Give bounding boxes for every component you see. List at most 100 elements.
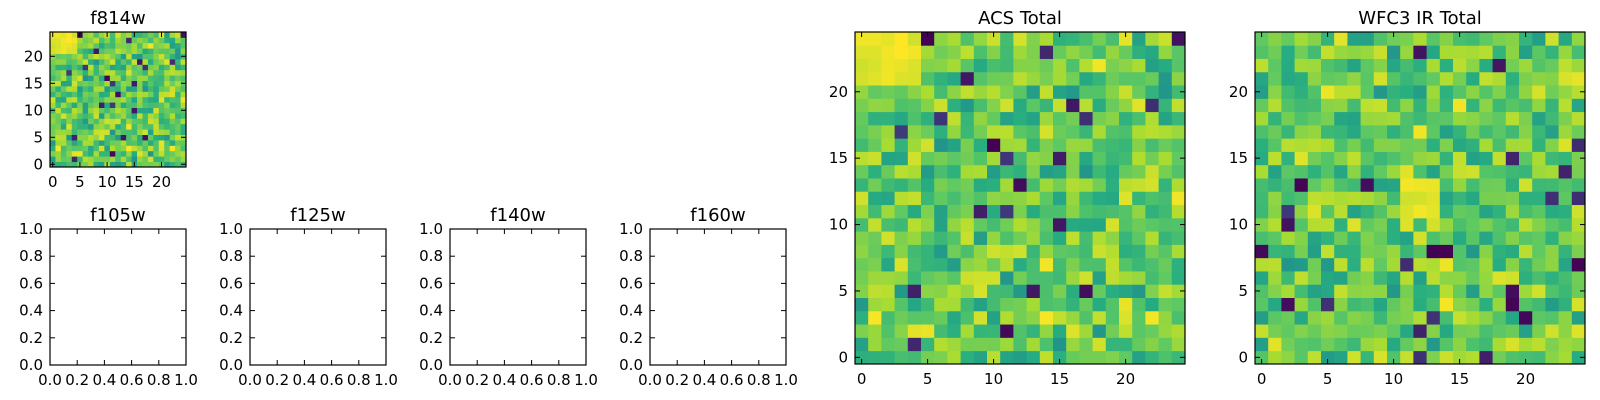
heatmap-cell [169,69,176,76]
heatmap-cell [1347,217,1361,232]
heatmap-cell [147,150,154,157]
heatmap-cell [82,129,89,135]
heatmap-cell [1026,257,1041,272]
heatmap-cell [1026,178,1041,192]
heatmap-cell [1158,191,1173,206]
heatmap-cell [1466,58,1480,73]
heatmap-cell [1268,297,1282,312]
heatmap-cell [55,42,62,49]
heatmap-cell [1519,71,1533,86]
heatmap-cell [1132,111,1146,126]
heatmap-cell [1079,151,1093,166]
heatmap-cell [1281,297,1295,312]
heatmap-cell [1132,151,1146,166]
heatmap-cell [1013,204,1027,219]
x-tick-label: 0.8 [347,371,371,389]
heatmap-cell [1479,310,1493,325]
heatmap-cell [98,107,105,114]
heatmap-cell [1053,231,1067,245]
heatmap-cell [1439,324,1454,338]
heatmap-cell [855,98,869,113]
heatmap-cell [1294,45,1309,59]
heatmap-cell [93,69,100,76]
heatmap-cell [126,129,132,135]
heatmap-cell [987,191,1001,206]
heatmap-cell [1158,32,1173,46]
heatmap-cell [1053,58,1067,73]
heatmap-cell [1145,231,1159,245]
heatmap-cell [1400,244,1414,259]
heatmap-cell [88,96,94,103]
heatmap-cell [894,98,909,113]
heatmap-cell [1413,204,1427,219]
heatmap-cell [66,134,73,141]
heatmap-cell [1171,337,1186,352]
heatmap-cell [147,118,154,125]
heatmap-cell [1066,310,1080,325]
heatmap-cell [142,134,149,141]
heatmap-cell [973,337,988,352]
heatmap-cell [907,204,922,219]
heatmap-cell [960,178,975,192]
heatmap-cell [82,96,89,103]
heatmap-cell [1400,85,1414,99]
heatmap-cell [1039,151,1054,166]
heatmap-cell [1092,191,1107,206]
heatmap-cell [115,37,122,44]
heatmap-cell [1268,271,1282,285]
heatmap-cell [1013,350,1027,365]
x-tick-label: 0.0 [638,371,662,389]
heatmap-cell [175,91,181,98]
heatmap-cell [142,32,149,38]
heatmap-cell [77,96,84,103]
heatmap-cell [1360,151,1375,166]
heatmap-cell [1387,257,1401,272]
heatmap-cell [93,134,100,141]
heatmap-cell [1066,297,1080,312]
heatmap-cell [1545,244,1559,259]
heatmap-cell [109,123,116,130]
heatmap-cell [126,42,132,49]
heatmap-cell [1519,231,1533,245]
heatmap-cell [1571,45,1586,59]
heatmap-cell [1079,217,1093,232]
heatmap-cell [1294,138,1309,152]
heatmap-cell [1066,271,1080,285]
heatmap-cell [1000,191,1014,206]
heatmap-cell [131,75,138,81]
heatmap-cell [60,80,67,87]
heatmap-cell [1281,324,1295,338]
y-tick-label: 10 [24,101,43,119]
heatmap-cell [1119,310,1133,325]
heatmap-cell [1053,350,1067,365]
heatmap-cell [1013,271,1027,285]
heatmap-cell [1294,164,1309,179]
heatmap-cell [1519,85,1533,99]
heatmap-cell [60,91,67,98]
heatmap-cell [1092,244,1107,259]
heatmap-cell [1505,45,1520,59]
heatmap-cell [1092,271,1107,285]
heatmap-cell [153,80,160,87]
heatmap-cell [1347,284,1361,298]
heatmap-cell [147,64,154,71]
heatmap-cell [137,91,143,98]
heatmap-cell [1013,45,1027,59]
heatmap-cell [1039,138,1054,152]
heatmap-cell [82,69,89,76]
heatmap-cell [1413,324,1427,338]
heatmap-cell [987,124,1001,139]
heatmap-cell [66,161,73,168]
heatmap-cell [82,161,89,168]
heatmap-cell [66,64,73,71]
heatmap-cell [1373,58,1388,73]
heatmap-cell [1307,178,1322,192]
heatmap-cell [1145,71,1159,86]
heatmap-cell [907,284,922,298]
heatmap-cell [164,42,171,49]
heatmap-cell [973,98,988,113]
heatmap-cell [1413,297,1427,312]
heatmap-cell [1558,244,1573,259]
heatmap-cell [1026,337,1041,352]
heatmap-cell [153,123,160,130]
